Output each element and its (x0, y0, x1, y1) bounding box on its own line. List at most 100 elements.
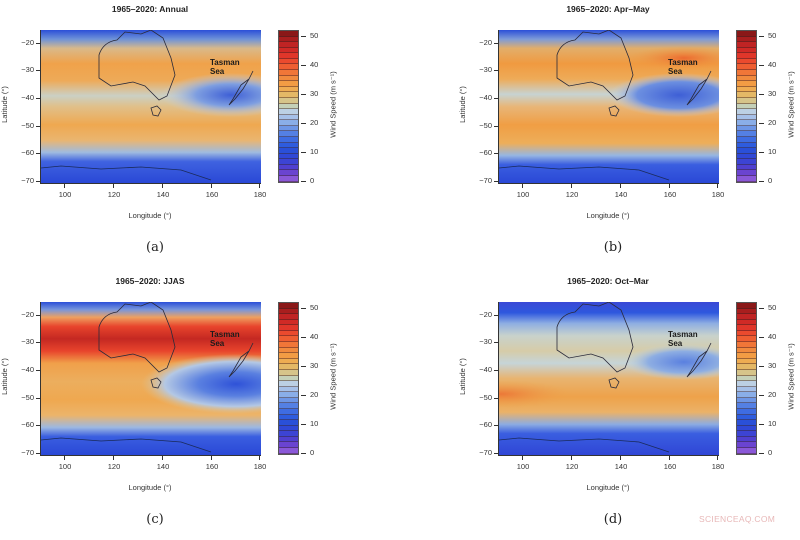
colorbar-segment (737, 403, 756, 409)
x-tick: 160 (655, 184, 685, 199)
colorbar-segment (279, 392, 298, 398)
colorbar-segment (279, 431, 298, 437)
colorbar-segment (737, 70, 756, 76)
colorbar (736, 302, 757, 455)
heatmap-plot: Tasman Sea (40, 302, 261, 456)
colorbar-tick: 30 (300, 89, 319, 98)
colorbar-segment (737, 308, 756, 315)
x-tick: 100 (50, 456, 80, 471)
colorbar-segment (737, 364, 756, 370)
colorbar-segment (737, 86, 756, 93)
colorbar-tick: 10 (758, 147, 777, 156)
annotation-line: Sea (668, 67, 683, 76)
colorbar-tick: 10 (300, 419, 319, 428)
colorbar-segment (279, 81, 298, 87)
colorbar-tick: 10 (758, 419, 777, 428)
colorbar-segment (279, 325, 298, 331)
colorbar-segment (279, 381, 298, 387)
x-axis-label: Longitude (°) (586, 483, 630, 492)
y-tick: −60 (10, 420, 40, 429)
x-tick: 100 (508, 456, 538, 471)
colorbar-tick: 30 (300, 361, 319, 370)
colorbar-segment (279, 97, 298, 104)
colorbar-segment (737, 392, 756, 398)
colorbar-segment (279, 319, 298, 326)
colorbar-segment (737, 408, 756, 415)
panel-a: 1965–2020: Annual (0, 0, 400, 268)
colorbar-tick: 30 (758, 361, 777, 370)
heatmap-plot: Tasman Sea (40, 30, 261, 184)
colorbar-segment (737, 131, 756, 137)
panel-label: (b) (603, 240, 623, 255)
colorbar-segment (737, 375, 756, 382)
colorbar-segment (737, 142, 756, 149)
colorbar-segment (279, 342, 298, 348)
x-tick: 140 (606, 456, 636, 471)
colorbar-segment (737, 109, 756, 115)
y-tick: −30 (468, 337, 498, 346)
y-tick: −30 (10, 65, 40, 74)
colorbar-segment (279, 103, 298, 110)
y-tick: −30 (10, 337, 40, 346)
colorbar-segment (279, 408, 298, 415)
y-axis-label: Latitude (°) (457, 358, 467, 395)
colorbar-segment (279, 53, 298, 59)
colorbar-tick: 0 (300, 448, 315, 457)
colorbar-segment (279, 347, 298, 354)
colorbar-segment (279, 142, 298, 149)
y-tick: −70 (10, 448, 40, 457)
colorbar-segment (737, 336, 756, 343)
colorbar-tick: 40 (300, 60, 319, 69)
y-tick: −20 (10, 38, 40, 47)
colorbar-tick: 50 (758, 31, 777, 40)
x-tick: 160 (197, 456, 227, 471)
annotation-line: Sea (210, 339, 225, 348)
panel-d: 1965–2020: Oct–Mar (458, 272, 800, 540)
heatmap-plot: Tasman Sea (498, 30, 719, 184)
colorbar-segment (737, 148, 756, 154)
colorbar-segment (279, 336, 298, 343)
colorbar-segment (737, 36, 756, 43)
colorbar-segment (737, 120, 756, 126)
colorbar-label: Wind Speed (m s⁻¹) (786, 71, 796, 138)
x-tick: 160 (197, 184, 227, 199)
colorbar-segment (279, 364, 298, 370)
colorbar-segment (737, 303, 756, 309)
x-axis-label: Longitude (°) (128, 483, 172, 492)
tasman-sea-annotation: Tasman Sea (668, 330, 698, 348)
x-tick: 120 (557, 184, 587, 199)
x-tick: 120 (557, 456, 587, 471)
y-tick: −50 (10, 121, 40, 130)
y-tick: −40 (10, 93, 40, 102)
colorbar-segment (279, 420, 298, 426)
colorbar-tick: 50 (758, 303, 777, 312)
colorbar-segment (279, 369, 298, 376)
colorbar-segment (737, 81, 756, 87)
y-axis-label: Latitude (°) (457, 86, 467, 123)
y-tick: −60 (468, 148, 498, 157)
y-tick: −20 (468, 310, 498, 319)
colorbar-segment (737, 136, 756, 143)
tasman-sea-annotation: Tasman Sea (210, 330, 240, 348)
colorbar (278, 302, 299, 455)
colorbar-segment (737, 42, 756, 48)
colorbar-segment (737, 353, 756, 359)
colorbar-segment (279, 70, 298, 76)
colorbar-label: Wind Speed (m s⁻¹) (328, 343, 338, 410)
y-tick: −60 (10, 148, 40, 157)
colorbar-segment (737, 358, 756, 365)
y-tick: −40 (468, 93, 498, 102)
colorbar-segment (279, 303, 298, 309)
x-tick: 160 (655, 456, 685, 471)
colorbar-tick: 50 (300, 303, 319, 312)
colorbar-segment (279, 92, 298, 98)
colorbar-tick: 20 (758, 118, 777, 127)
colorbar-segment (279, 358, 298, 365)
colorbar-segment (737, 448, 756, 454)
colorbar-tick: 40 (758, 332, 777, 341)
x-tick: 140 (148, 456, 178, 471)
colorbar-segment (737, 425, 756, 432)
colorbar-segment (737, 436, 756, 443)
y-axis-label: Latitude (°) (0, 86, 9, 123)
colorbar-segment (737, 92, 756, 98)
